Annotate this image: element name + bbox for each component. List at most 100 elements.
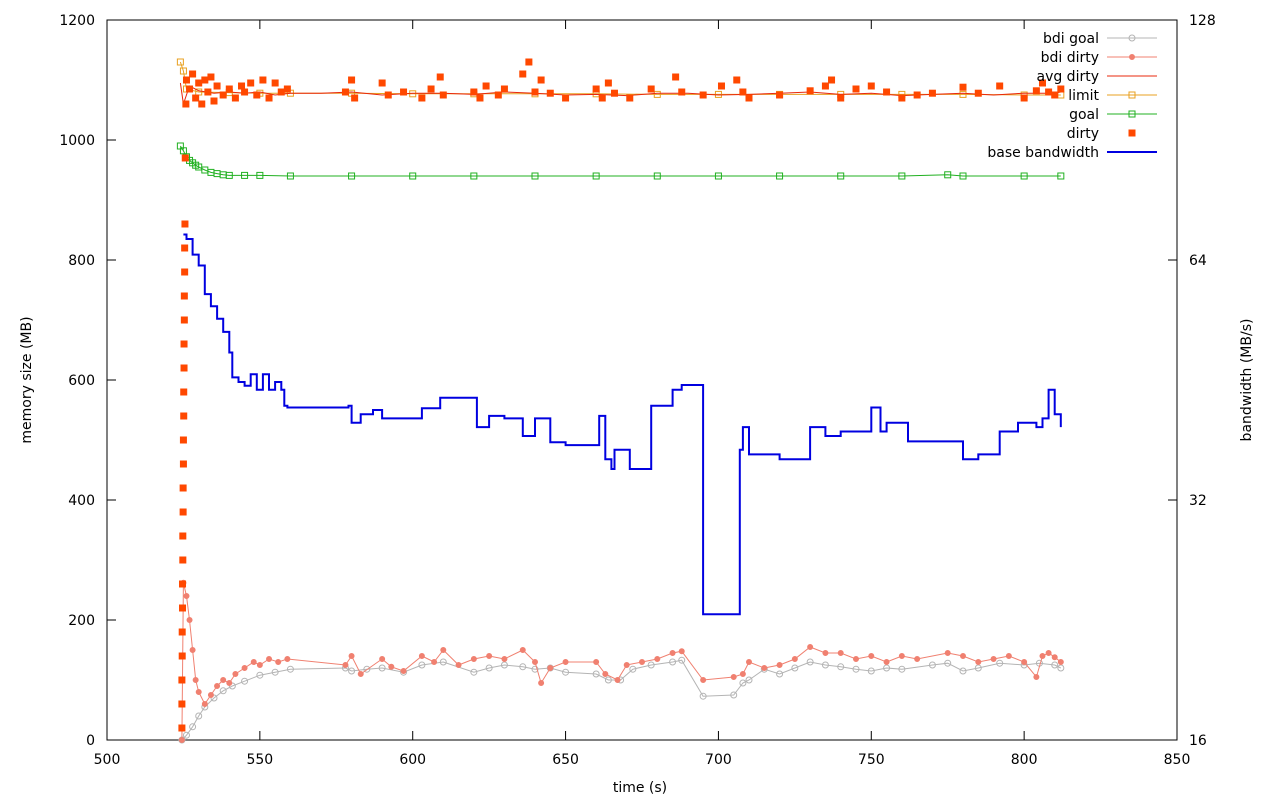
data-point-dirty [181, 268, 189, 276]
data-point-dirty [739, 88, 747, 96]
data-point-dirty [341, 88, 349, 96]
data-point-dirty [678, 88, 686, 96]
data-point-goal [653, 172, 661, 180]
data-point-dirty [192, 94, 200, 102]
data-point-bdi-dirty [232, 671, 239, 677]
data-point-bdi-dirty [486, 653, 493, 659]
data-point-dirty [351, 94, 359, 102]
legend-label: goal [1069, 107, 1099, 123]
series-line-bdi-goal [181, 659, 1062, 741]
data-point-bdi-dirty [379, 656, 386, 662]
data-point-bdi-goal [806, 658, 814, 666]
data-point-dirty [494, 91, 502, 99]
data-point-bdi-goal [944, 659, 952, 667]
legend-item-limit: limit [1068, 88, 1157, 104]
data-point-dirty [776, 91, 784, 99]
data-point-dirty [182, 100, 190, 108]
data-point-bdi-dirty [348, 653, 355, 659]
data-point-bdi-goal [1057, 664, 1065, 672]
series-line-goal [179, 145, 1061, 177]
data-point-dirty [253, 91, 261, 99]
data-point-dirty [1045, 88, 1053, 96]
data-point-goal [348, 172, 356, 180]
data-point-bdi-dirty [746, 659, 752, 665]
data-point-goal [256, 171, 264, 179]
data-point-dirty [210, 97, 218, 105]
data-point-dirty [745, 94, 753, 102]
data-point-bdi-goal [959, 667, 967, 675]
data-point-limit [179, 67, 187, 75]
series-line-avg-dirty [179, 82, 1061, 105]
data-point-dirty [179, 556, 187, 564]
x-tick-label: 650 [552, 752, 579, 768]
data-point-dirty [1051, 91, 1059, 99]
data-point-bdi-goal [485, 664, 493, 672]
data-point-dirty [867, 82, 875, 90]
data-point-bdi-goal [470, 668, 478, 676]
data-point-goal [776, 172, 784, 180]
data-point-bdi-goal [219, 687, 227, 695]
data-point-bdi-goal [629, 665, 637, 673]
data-point-bdi-dirty [776, 662, 783, 668]
data-point-dirty [898, 94, 906, 102]
data-point-dirty [277, 88, 285, 96]
data-point-dirty [883, 88, 891, 96]
x-tick-label: 750 [858, 752, 885, 768]
data-point-dirty [427, 85, 435, 93]
data-point-bdi-dirty [214, 683, 221, 689]
data-point-bdi-dirty [400, 668, 407, 674]
legend-label: bdi dirty [1041, 50, 1099, 66]
data-point-dirty [821, 82, 829, 90]
data-point-bdi-goal [604, 676, 612, 684]
data-point-bdi-dirty [547, 665, 554, 671]
data-point-bdi-dirty [266, 656, 273, 662]
data-point-bdi-dirty [178, 737, 185, 743]
data-point-dirty [179, 460, 187, 468]
data-point-dirty [562, 94, 570, 102]
data-point-dirty [378, 79, 386, 87]
data-point-limit [959, 90, 967, 98]
data-point-bdi-dirty [186, 617, 193, 623]
x-axis-label: time (s) [613, 780, 667, 796]
data-point-dirty [913, 91, 921, 99]
series-dirty [178, 58, 1065, 732]
data-point-dirty [178, 628, 186, 636]
data-point-bdi-goal [996, 659, 1004, 667]
data-point-bdi-dirty [639, 659, 645, 665]
data-point-bdi-goal [739, 679, 747, 687]
data-point-dirty [500, 85, 508, 93]
data-point-bdi-dirty [593, 659, 600, 665]
data-point-dirty [198, 100, 206, 108]
data-point-goal [286, 172, 294, 180]
data-point-dirty [531, 88, 539, 96]
data-point-bdi-goal [271, 668, 279, 676]
data-point-bdi-dirty [183, 593, 190, 599]
data-point-dirty [717, 82, 725, 90]
data-point-dirty [247, 79, 255, 87]
data-point-dirty [546, 89, 554, 97]
y2-axis-label: bandwidth (MB/s) [1239, 319, 1255, 442]
data-point-bdi-dirty [455, 662, 462, 668]
data-point-bdi-dirty [944, 650, 951, 656]
data-point-dirty [604, 79, 612, 87]
data-point-bdi-dirty [883, 659, 890, 665]
data-point-bdi-dirty [519, 647, 526, 653]
data-point-bdi-dirty [250, 659, 257, 665]
data-point-bdi-dirty [602, 671, 609, 677]
y-axis-ticks: 0 200 400 600 800 1000 1200 [59, 13, 116, 749]
data-point-dirty [178, 652, 186, 660]
data-point-dirty [178, 700, 186, 708]
data-point-dirty [806, 87, 814, 95]
data-point-dirty [179, 532, 187, 540]
y2-tick-label: 32 [1189, 493, 1207, 509]
data-point-bdi-dirty [431, 659, 438, 665]
data-point-bdi-dirty [284, 656, 291, 662]
data-point-dirty [733, 76, 741, 84]
y2-axis-ticks: 16 32 64 128 [1168, 13, 1216, 749]
data-point-bdi-goal [647, 661, 655, 669]
data-point-bdi-goal [1051, 661, 1059, 669]
legend-label: dirty [1067, 126, 1099, 142]
data-point-goal [225, 171, 233, 179]
data-point-bdi-goal [241, 677, 249, 685]
data-point-dirty [384, 91, 392, 99]
